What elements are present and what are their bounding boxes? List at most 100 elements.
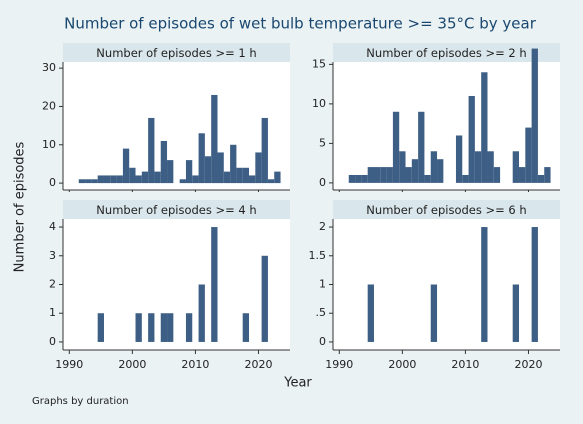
bar [525,127,532,183]
bar [512,151,520,183]
bar [430,284,438,342]
y-tick-label: 0 [319,335,326,348]
bar [474,151,482,183]
y-axis-label: Number of episodes [13,141,28,272]
bar [103,175,111,184]
bar [487,151,494,183]
bar [135,175,142,184]
x-tick-label: 1990 [55,358,83,371]
bar [261,117,268,184]
bar [468,95,475,183]
y-tick-label: 10 [42,138,56,151]
bar [122,148,130,184]
y-tick-label: 1 [49,306,56,319]
bar [242,167,250,184]
y-tick-label: 3 [49,249,56,262]
bar [167,160,174,184]
chart-title: Number of episodes of wet bulb temperatu… [64,15,537,33]
bar [198,284,205,342]
plot-area [63,62,290,190]
bar [380,167,387,183]
bar [141,171,149,184]
panel-title: Number of episodes >= 1 h [96,46,256,60]
bar [249,175,256,184]
bar [116,175,123,184]
bar [148,117,155,184]
bar [537,174,545,183]
x-tick-label: 2010 [451,358,479,371]
y-tick-label: 20 [42,99,56,112]
x-tick-label: 2010 [181,358,209,371]
y-tick-label: 10 [312,97,326,110]
bar [261,255,268,342]
y-tick-label: 1 [319,278,326,291]
bar [418,111,425,183]
bar [411,159,419,183]
bar [355,174,362,183]
bar [236,167,243,184]
bar [519,167,526,183]
strip [333,200,560,219]
bar [160,140,168,184]
bar [367,284,374,342]
bar [198,133,205,184]
bar [405,167,412,183]
bar [185,160,193,184]
bar [481,227,488,342]
y-tick-label: 0 [319,176,326,189]
panel-title: Number of episodes >= 4 h [96,203,256,217]
plot-area [333,219,560,350]
bar [274,171,281,184]
y-tick-label: 2 [319,220,326,233]
bar [135,313,142,342]
bar [424,174,431,183]
strip [63,43,290,62]
plot-area [63,219,290,350]
bar [430,151,438,183]
x-tick-label: 2000 [388,358,416,371]
bar [455,135,463,183]
bar [512,284,520,342]
bar [462,174,469,183]
bar [230,144,237,184]
strip [333,43,560,62]
bar [97,175,104,184]
bar [110,175,117,184]
bar [97,313,104,342]
x-tick-label: 1990 [325,358,353,371]
bar [211,227,218,342]
bar [160,313,168,342]
bar [386,167,393,183]
bar [217,152,224,184]
bar [242,313,250,342]
bar [373,167,381,183]
y-tick-label: 15 [312,57,326,70]
bar [91,179,98,184]
x-tick-label: 2000 [118,358,146,371]
y-tick-label: 1.5 [309,249,327,262]
bar [531,48,538,183]
panel-title: Number of episodes >= 2 h [366,46,526,60]
bar [85,179,92,184]
bar [211,94,218,184]
bar [179,179,186,184]
bar [493,167,501,183]
y-tick-label: 0 [49,335,56,348]
bar [167,313,174,342]
y-tick-label: 0 [49,176,56,189]
bar [544,167,551,183]
bar [399,151,406,183]
bar [367,167,374,183]
y-tick-label: 4 [49,220,56,233]
bar [267,179,275,184]
bar [531,227,538,342]
bar [148,313,155,342]
bar [204,156,212,184]
bar [129,167,136,184]
bar [192,175,199,184]
bar [348,174,356,183]
x-tick-label: 2020 [514,358,542,371]
y-tick-label: 30 [42,61,56,74]
x-tick-label: 2020 [244,358,272,371]
